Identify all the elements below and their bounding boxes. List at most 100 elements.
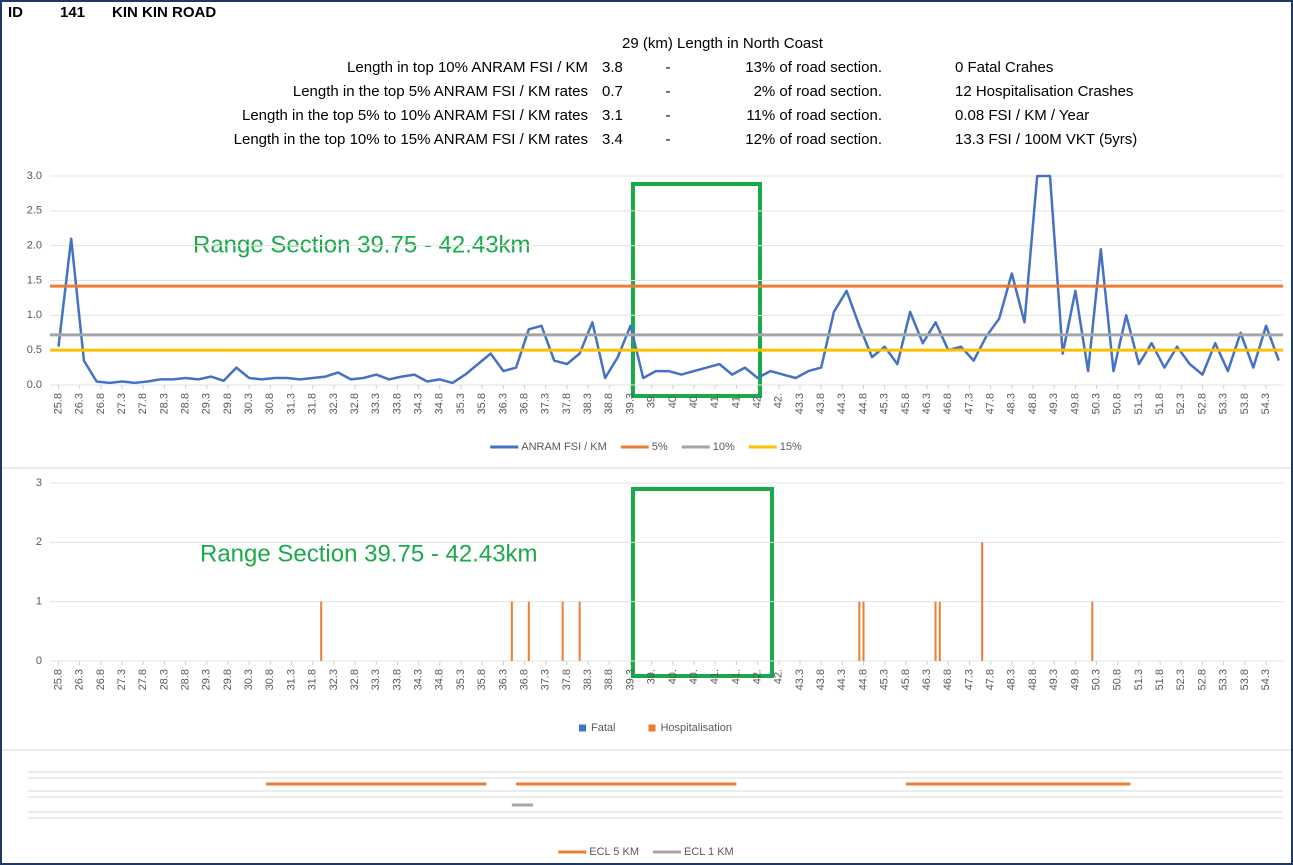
x-tick-label: 52.8 <box>1196 669 1208 690</box>
y-tick-label: 1 <box>36 596 42 608</box>
x-tick-label: 49.3 <box>1048 393 1060 414</box>
x-tick-label: 43.8 <box>815 669 827 690</box>
x-tick-label: 34.8 <box>434 669 446 690</box>
row-dash: - <box>666 83 671 100</box>
x-tick-label: 52.8 <box>1196 393 1208 414</box>
crash-bar <box>578 601 581 661</box>
x-tick-label: 39. <box>646 669 658 684</box>
crash-bar <box>1091 601 1094 661</box>
row-stat: 0.08 FSI / KM / Year <box>955 107 1089 124</box>
row-share: 13% of road section. <box>745 59 882 76</box>
x-tick-label: 39. <box>646 393 658 408</box>
x-tick-label: 30.8 <box>264 393 276 414</box>
id-label: ID <box>8 4 23 21</box>
x-tick-label: 31.8 <box>307 669 319 690</box>
row-label: Length in top 10% ANRAM FSI / KM <box>347 59 588 76</box>
legend-label: 5% <box>652 441 668 453</box>
row-length: 3.4 <box>602 131 623 148</box>
y-tick-label: 2 <box>36 536 42 548</box>
x-tick-label: 46.3 <box>921 669 933 690</box>
x-tick-label: 26.8 <box>95 393 107 414</box>
x-tick-label: 54.3 <box>1260 393 1272 414</box>
x-tick-label: 45.3 <box>879 393 891 414</box>
x-tick-label: 40. <box>688 393 700 408</box>
x-tick-label: 27.8 <box>137 393 149 414</box>
x-tick-label: 37.8 <box>561 669 573 690</box>
x-tick-label: 46.8 <box>942 393 954 414</box>
x-tick-label: 25.8 <box>52 393 64 414</box>
x-tick-label: 42. <box>752 393 764 408</box>
legend-label: 10% <box>713 441 735 453</box>
x-tick-label: 45.8 <box>900 393 912 414</box>
x-tick-label: 34.8 <box>434 393 446 414</box>
x-tick-label: 50.8 <box>1112 669 1124 690</box>
crash-bar <box>561 601 564 661</box>
legend-label: ANRAM FSI / KM <box>521 441 607 453</box>
x-tick-label: 38.3 <box>582 393 594 414</box>
x-tick-label: 36.8 <box>518 669 530 690</box>
row-share: 12% of road section. <box>745 131 882 148</box>
x-tick-label: 31.8 <box>307 393 319 414</box>
x-tick-label: 53.8 <box>1239 393 1251 414</box>
x-tick-label: 33.8 <box>391 669 403 690</box>
x-tick-label: 34.3 <box>413 669 425 690</box>
x-tick-label: 51.3 <box>1133 669 1145 690</box>
x-tick-label: 53.3 <box>1218 393 1230 414</box>
x-tick-label: 32.8 <box>349 393 361 414</box>
x-tick-label: 31.3 <box>285 669 297 690</box>
y-tick-label: 3 <box>36 477 42 489</box>
legend-swatch <box>578 724 586 732</box>
x-tick-label: 38.8 <box>603 393 615 414</box>
range-annotation: Range Section 39.75 - 42.43km <box>193 231 531 258</box>
x-tick-label: 48.8 <box>1027 393 1039 414</box>
y-tick-label: 2.0 <box>27 240 42 252</box>
x-tick-label: 39.3 <box>624 669 636 690</box>
x-tick-label: 37.8 <box>561 393 573 414</box>
ecl-rows <box>28 771 1283 819</box>
x-tick-label: 33.8 <box>391 393 403 414</box>
x-tick-label: 41. <box>709 669 721 684</box>
x-tick-label: 29.8 <box>222 669 234 690</box>
legend-label: 15% <box>780 441 802 453</box>
x-tick-label: 48.3 <box>1006 393 1018 414</box>
x-tick-label: 50.8 <box>1112 393 1124 414</box>
x-tick-label: 48.3 <box>1006 669 1018 690</box>
x-tick-label: 40. <box>667 669 679 684</box>
x-tick-label: 28.3 <box>158 669 170 690</box>
x-tick-label: 51.8 <box>1154 393 1166 414</box>
x-tick-label: 32.8 <box>349 669 361 690</box>
crash-bar <box>320 601 323 661</box>
y-tick-label: 1.5 <box>27 274 42 286</box>
x-tick-label: 43.3 <box>794 669 806 690</box>
crash-bar <box>981 542 984 661</box>
x-tick-label: 25.8 <box>52 669 64 690</box>
x-tick-label: 49.3 <box>1048 669 1060 690</box>
x-tick-label: 30.3 <box>243 669 255 690</box>
row-length: 3.1 <box>602 107 623 124</box>
row-dash: - <box>666 107 671 124</box>
x-tick-label: 50.3 <box>1090 669 1102 690</box>
x-tick-label: 41. <box>730 393 742 408</box>
x-tick-label: 50.3 <box>1090 393 1102 414</box>
y-tick-label: 2.5 <box>27 205 42 217</box>
x-tick-label: 41. <box>709 393 721 408</box>
x-tick-label: 49.8 <box>1069 669 1081 690</box>
x-tick-label: 31.3 <box>285 393 297 414</box>
crash-bar <box>527 601 530 661</box>
x-tick-label: 26.3 <box>74 393 86 414</box>
legend-label: ECL 5 KM <box>589 846 639 858</box>
legend-swatch <box>648 724 656 732</box>
row-share: 2% of road section. <box>754 83 882 100</box>
range-box <box>631 487 774 678</box>
x-tick-label: 44.8 <box>857 669 869 690</box>
x-tick-label: 35.3 <box>455 393 467 414</box>
x-tick-label: 27.3 <box>116 393 128 414</box>
x-tick-label: 51.8 <box>1154 669 1166 690</box>
x-tick-label: 43.8 <box>815 393 827 414</box>
row-length: 0.7 <box>602 83 623 100</box>
x-tick-label: 44.3 <box>836 669 848 690</box>
x-tick-label: 30.3 <box>243 393 255 414</box>
x-tick-label: 48.8 <box>1027 669 1039 690</box>
